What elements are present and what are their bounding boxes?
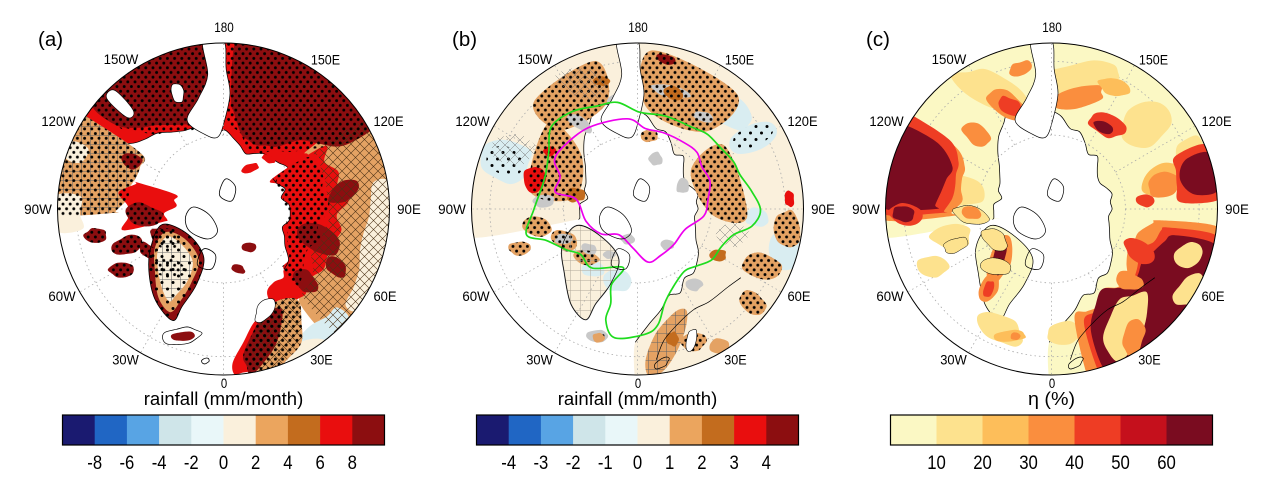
- svg-text:120E: 120E: [373, 114, 403, 130]
- svg-text:120W: 120W: [41, 114, 76, 130]
- svg-text:(c): (c): [866, 28, 890, 51]
- svg-text:90W: 90W: [438, 202, 466, 218]
- svg-text:40: 40: [1065, 453, 1084, 474]
- svg-text:90W: 90W: [852, 202, 880, 218]
- svg-text:180: 180: [214, 20, 234, 36]
- svg-text:30: 30: [1019, 453, 1038, 474]
- svg-text:8: 8: [348, 453, 357, 474]
- svg-text:η (%): η (%): [1028, 389, 1075, 409]
- svg-text:-4: -4: [501, 453, 516, 474]
- svg-text:120W: 120W: [869, 114, 904, 130]
- svg-text:3: 3: [729, 453, 738, 474]
- svg-text:-4: -4: [152, 453, 167, 474]
- svg-text:-3: -3: [534, 453, 549, 474]
- svg-text:2: 2: [251, 453, 260, 474]
- svg-text:120E: 120E: [1201, 114, 1231, 130]
- svg-text:0: 0: [633, 453, 642, 474]
- svg-text:60E: 60E: [373, 289, 396, 305]
- svg-text:rainfall (mm/month): rainfall (mm/month): [144, 389, 304, 409]
- svg-text:150E: 150E: [311, 53, 340, 69]
- svg-text:0: 0: [635, 376, 641, 392]
- svg-text:(a): (a): [38, 28, 63, 51]
- svg-text:10: 10: [927, 453, 946, 474]
- svg-text:30E: 30E: [1138, 353, 1160, 369]
- svg-text:90E: 90E: [1225, 202, 1249, 218]
- svg-text:30E: 30E: [310, 353, 332, 369]
- svg-text:-2: -2: [566, 453, 581, 474]
- svg-text:150W: 150W: [932, 52, 967, 68]
- svg-text:150W: 150W: [518, 52, 553, 68]
- svg-text:180: 180: [628, 20, 648, 36]
- svg-text:-8: -8: [87, 453, 102, 474]
- svg-text:120E: 120E: [787, 114, 817, 130]
- svg-text:2: 2: [697, 453, 706, 474]
- svg-text:60: 60: [1157, 453, 1176, 474]
- svg-text:30W: 30W: [940, 353, 967, 369]
- svg-text:0: 0: [221, 376, 227, 392]
- svg-text:60W: 60W: [462, 289, 490, 305]
- svg-text:20: 20: [973, 453, 992, 474]
- svg-text:120W: 120W: [455, 114, 490, 130]
- svg-text:0: 0: [1049, 376, 1055, 392]
- svg-text:4: 4: [762, 453, 772, 474]
- svg-text:4: 4: [283, 453, 293, 474]
- svg-text:60W: 60W: [876, 289, 904, 305]
- svg-text:150E: 150E: [725, 53, 754, 69]
- svg-text:0: 0: [219, 453, 228, 474]
- svg-text:50: 50: [1111, 453, 1130, 474]
- svg-text:-1: -1: [598, 453, 613, 474]
- svg-text:60E: 60E: [787, 289, 810, 305]
- svg-text:-6: -6: [120, 453, 135, 474]
- svg-text:30W: 30W: [112, 353, 139, 369]
- svg-text:90E: 90E: [811, 202, 835, 218]
- svg-text:60E: 60E: [1201, 289, 1224, 305]
- svg-text:6: 6: [315, 453, 324, 474]
- svg-text:90W: 90W: [24, 202, 52, 218]
- svg-text:150W: 150W: [104, 52, 139, 68]
- svg-text:60W: 60W: [48, 289, 76, 305]
- svg-text:rainfall (mm/month): rainfall (mm/month): [558, 389, 718, 409]
- svg-text:30E: 30E: [724, 353, 746, 369]
- svg-text:90E: 90E: [397, 202, 421, 218]
- svg-text:150E: 150E: [1139, 53, 1168, 69]
- svg-text:30W: 30W: [526, 353, 553, 369]
- svg-text:180: 180: [1042, 20, 1062, 36]
- svg-text:-2: -2: [184, 453, 199, 474]
- svg-text:1: 1: [665, 453, 674, 474]
- svg-text:(b): (b): [452, 28, 477, 51]
